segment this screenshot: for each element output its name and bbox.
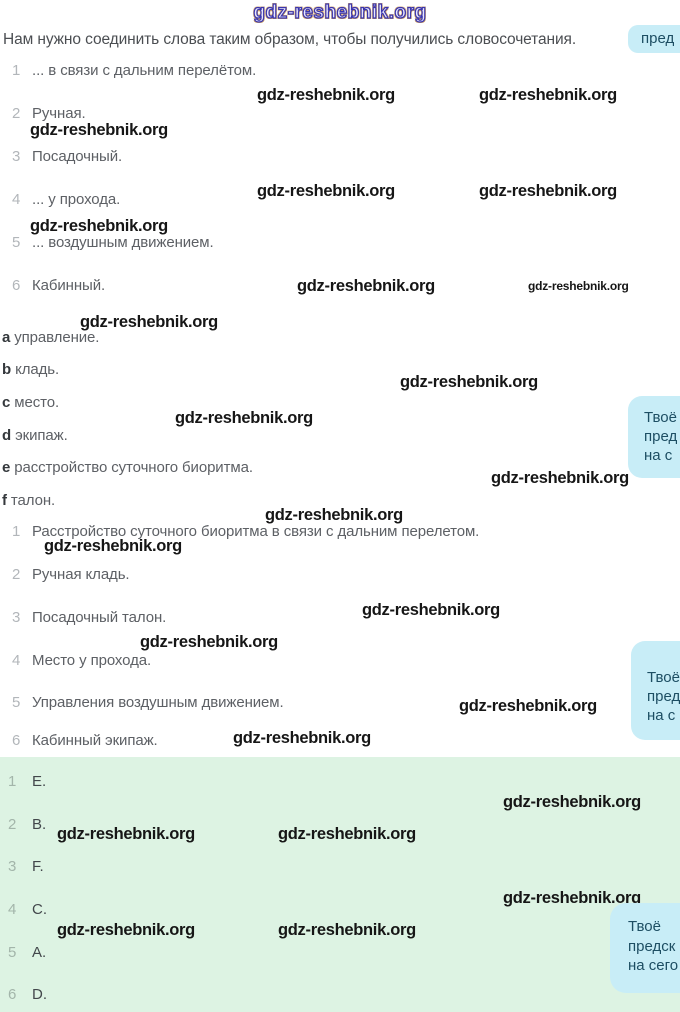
item-number: 2 <box>8 816 17 833</box>
watermark: gdz-reshebnik.org <box>491 469 629 487</box>
option-text: кладь. <box>15 361 60 378</box>
item-number: 4 <box>8 901 17 918</box>
callout-line: на с <box>647 707 676 724</box>
callout-line: пред <box>644 428 678 445</box>
answer-letter: A. <box>32 944 47 961</box>
callout-line: пред <box>641 30 675 47</box>
watermark: gdz-reshebnik.org <box>233 729 371 747</box>
item-number: 6 <box>8 986 17 1003</box>
letter-answers-section <box>0 757 680 1012</box>
item-number: 3 <box>8 858 17 875</box>
option-letter: c <box>2 394 11 411</box>
item-number: 4 <box>12 652 21 669</box>
item-text: ... в связи с дальним перелётом. <box>32 62 257 79</box>
prediction-widget-callout[interactable]: Твоё предск на сего <box>610 903 680 993</box>
item-text: Посадочный. <box>32 148 123 165</box>
prediction-widget-callout[interactable]: Твоё пред на с <box>628 396 680 478</box>
watermark: gdz-reshebnik.org <box>30 121 168 139</box>
watermark: gdz-reshebnik.org <box>297 277 435 295</box>
item-number: 1 <box>8 773 17 790</box>
watermark: gdz-reshebnik.org <box>278 825 416 843</box>
callout-line: Твоё <box>644 409 677 426</box>
watermark: gdz-reshebnik.org <box>257 182 395 200</box>
answer-letter: E. <box>32 773 47 790</box>
watermark: gdz-reshebnik.org <box>30 217 168 235</box>
callout-line: Твоё <box>628 918 661 935</box>
item-text: Управления воздушным движением. <box>32 694 284 711</box>
option-text: управление. <box>14 329 100 346</box>
item-number: 5 <box>12 234 21 251</box>
answer-letter: F. <box>32 858 44 875</box>
answer-letter: C. <box>32 901 47 918</box>
prediction-widget-callout[interactable]: пред на с <box>628 25 680 53</box>
callout-line: на с <box>644 447 673 464</box>
item-text: Кабинный. <box>32 277 106 294</box>
word-option: c место. <box>2 394 59 411</box>
item-number: 1 <box>12 523 21 540</box>
watermark: gdz-reshebnik.org <box>479 86 617 104</box>
option-letter: a <box>2 329 11 346</box>
item-number: 2 <box>12 566 21 583</box>
watermark: gdz-reshebnik.org <box>175 409 313 427</box>
item-number: 5 <box>8 944 17 961</box>
item-number: 5 <box>12 694 21 711</box>
word-option: f талон. <box>2 492 55 509</box>
option-letter: b <box>2 361 12 378</box>
word-option: d экипаж. <box>2 427 68 444</box>
item-text: Расстройство суточного биоритма в связи … <box>32 523 480 540</box>
callout-line: на сего <box>628 957 679 974</box>
watermark: gdz-reshebnik.org <box>400 373 538 391</box>
watermark: gdz-reshebnik.org <box>140 633 278 651</box>
watermark: gdz-reshebnik.org <box>528 279 629 293</box>
callout-line: предск <box>628 937 676 955</box>
item-text: Место у прохода. <box>32 652 152 669</box>
item-text: ... у прохода. <box>32 191 121 208</box>
callout-line: пред <box>647 688 680 705</box>
option-text: место. <box>14 394 60 411</box>
watermark: gdz-reshebnik.org <box>459 697 597 715</box>
item-number: 6 <box>12 277 21 294</box>
watermark: gdz-reshebnik.org <box>80 313 218 331</box>
watermark: gdz-reshebnik.org <box>57 825 195 843</box>
item-text: Ручная. <box>32 105 86 122</box>
item-number: 3 <box>12 609 21 626</box>
answer-letter: D. <box>32 986 47 1003</box>
item-number: 2 <box>12 105 21 122</box>
option-letter: d <box>2 427 12 444</box>
item-text: ... воздушным движением. <box>32 234 214 251</box>
answer-letter: B. <box>32 816 47 833</box>
callout-line: Твоё <box>647 669 680 686</box>
item-number: 4 <box>12 191 21 208</box>
option-letter: f <box>2 492 7 509</box>
option-text: талон. <box>10 492 56 509</box>
watermark: gdz-reshebnik.org <box>257 86 395 104</box>
watermark: gdz-reshebnik.org <box>278 921 416 939</box>
word-option: e расстройство суточного биоритма. <box>2 459 253 476</box>
item-text: Кабинный экипаж. <box>32 732 158 749</box>
word-option: b кладь. <box>2 361 59 378</box>
prediction-widget-callout[interactable]: Твоё пред на с <box>631 641 680 740</box>
watermark: gdz-reshebnik.org <box>479 182 617 200</box>
item-text: Посадочный талон. <box>32 609 167 626</box>
option-letter: e <box>2 459 11 476</box>
option-text: расстройство суточного биоритма. <box>14 459 253 476</box>
watermark: gdz-reshebnik.org <box>265 506 403 524</box>
watermark: gdz-reshebnik.org <box>362 601 500 619</box>
watermark: gdz-reshebnik.org <box>57 921 195 939</box>
watermark: gdz-reshebnik.org <box>503 793 641 811</box>
item-text: Ручная кладь. <box>32 566 130 583</box>
word-option: a управление. <box>2 329 99 346</box>
item-number: 1 <box>12 62 21 79</box>
site-logo: gdz-reshebnik.org <box>253 1 427 23</box>
watermark: gdz-reshebnik.org <box>44 537 182 555</box>
option-text: экипаж. <box>15 427 68 444</box>
item-number: 6 <box>12 732 21 749</box>
item-number: 3 <box>12 148 21 165</box>
callout-line: на с <box>641 48 680 53</box>
task-description: Нам нужно соединить слова таким образом,… <box>3 31 577 48</box>
watermark: gdz-reshebnik.org <box>503 889 641 907</box>
